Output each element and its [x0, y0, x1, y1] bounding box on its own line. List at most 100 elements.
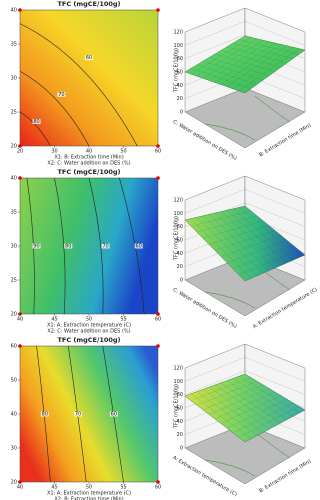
surface-mesh: [226, 380, 288, 429]
grid-line: [184, 7, 306, 33]
x-tick-label: 50: [86, 485, 92, 491]
y-tick-label: 35: [11, 42, 17, 48]
surface-mesh: [220, 211, 282, 266]
y-tick-label: 30: [11, 446, 17, 452]
contour-label-bg: [85, 55, 93, 61]
x-tick-label: 40: [86, 149, 92, 155]
surface-mesh: [214, 384, 276, 427]
contour-label: 70: [75, 412, 81, 418]
panel-title: TFC (mgCE/100g): [57, 168, 120, 176]
z-tick-label: 60: [177, 238, 183, 244]
contour-label: 60: [111, 412, 117, 418]
surface-mesh: [238, 39, 300, 91]
floor-contours: [204, 95, 291, 141]
z-tick-label: 100: [173, 379, 183, 385]
x-axis-label: X1: B: Extraction time (Min): [54, 155, 123, 161]
contour-label: 70: [102, 244, 108, 250]
z-tick-label: 0: [180, 446, 183, 452]
x-tick-label: 60: [155, 317, 161, 323]
contour-label: 80: [65, 244, 71, 250]
response-surface: [184, 35, 306, 94]
contour-label-bg: [32, 243, 41, 249]
contour-field: [19, 9, 159, 147]
z-tick-label: 60: [177, 70, 183, 76]
z-tick-label: 40: [177, 419, 183, 425]
x-tick-label: 60: [155, 485, 161, 491]
grid-line: [184, 343, 306, 369]
grid-line: [184, 175, 306, 201]
z-tick-label: 80: [177, 224, 183, 230]
y-tick-label: 30: [11, 76, 17, 82]
y-tick-label: 25: [11, 278, 17, 284]
x-tick-label: 40: [17, 317, 23, 323]
contour-label-bg: [57, 91, 66, 97]
contour-line: [19, 70, 90, 147]
contour-label: 70: [58, 92, 64, 98]
surface-mesh: [226, 210, 288, 263]
z-tick-label: 40: [177, 83, 183, 89]
z-axis-label: TFC (mgCE/100g): [174, 48, 180, 93]
x-tick-label: 30: [51, 149, 57, 155]
x-tick-label: 50: [86, 317, 92, 323]
contour-label: 60: [86, 55, 92, 61]
design-point: [156, 8, 160, 12]
y-tick-label: 50: [11, 378, 17, 384]
x-tick-label: 45: [51, 485, 57, 491]
contour-label-bg: [64, 243, 73, 249]
surface-mesh: [232, 208, 294, 269]
z-tick-label: 120: [173, 198, 183, 204]
y-tick-label: 20: [11, 480, 17, 486]
contour-label-bg: [40, 411, 49, 417]
y-axis-label: X2: C: Water addition on DES (%): [47, 329, 130, 335]
y-tick-label: 30: [11, 244, 17, 250]
z-tick-label: 20: [177, 96, 183, 102]
x-tick-label: 40: [17, 485, 23, 491]
surface-mesh: [238, 207, 300, 275]
contour-label-bg: [109, 411, 118, 417]
y-tick-label: 20: [11, 144, 17, 150]
grid-line: [184, 21, 306, 46]
surface-mesh: [232, 43, 294, 89]
z-tick-label: 120: [173, 366, 183, 372]
surface-mesh: [238, 376, 300, 438]
y-axis-label: X2: C: Water addition on DES (%): [47, 161, 130, 167]
response-surface: [184, 373, 306, 443]
design-point: [156, 344, 160, 348]
z-tick-label: 20: [177, 264, 183, 270]
z-tick-label: 120: [173, 30, 183, 36]
surface-mesh: [220, 44, 282, 85]
contour-line: [88, 177, 104, 315]
x-tick-label: 55: [120, 485, 126, 491]
y-tick-label: 40: [11, 176, 17, 182]
y-axis-label: X2: B: Extraction time (Min): [54, 497, 123, 500]
response-surface: [184, 205, 306, 282]
contour-line: [19, 111, 51, 147]
grid-line: [184, 189, 306, 214]
y-tick-label: 40: [11, 412, 17, 418]
contour-label-bg: [101, 243, 110, 249]
surface-mesh: [232, 378, 294, 433]
panel-title: TFC (mgCE/100g): [57, 0, 120, 8]
y-tick-label: 35: [11, 210, 17, 216]
contour-label-bg: [134, 243, 143, 249]
x-tick-label: 20: [17, 149, 23, 155]
contour-label: 80: [42, 412, 48, 418]
y-tick-label: 60: [11, 344, 17, 350]
surface-mesh: [214, 212, 276, 269]
contour-label: 80: [33, 119, 39, 125]
z-axis-label: TFC (mgCE/100g): [174, 384, 180, 429]
contour-label-bg: [32, 119, 41, 125]
x-axis-label: X1: A: Extraction temperature (C): [47, 491, 131, 497]
design-point: [156, 176, 160, 180]
contour-label-bg: [73, 411, 82, 417]
x-tick-label: 50: [120, 149, 126, 155]
x-tick-label: 55: [120, 317, 126, 323]
z-tick-label: 100: [173, 43, 183, 49]
x-axis-label: X1: A: Extraction temperature (C): [47, 323, 131, 329]
z-tick-label: 40: [177, 251, 183, 257]
grid-line: [184, 370, 306, 395]
x-tick-label: 45: [51, 317, 57, 323]
